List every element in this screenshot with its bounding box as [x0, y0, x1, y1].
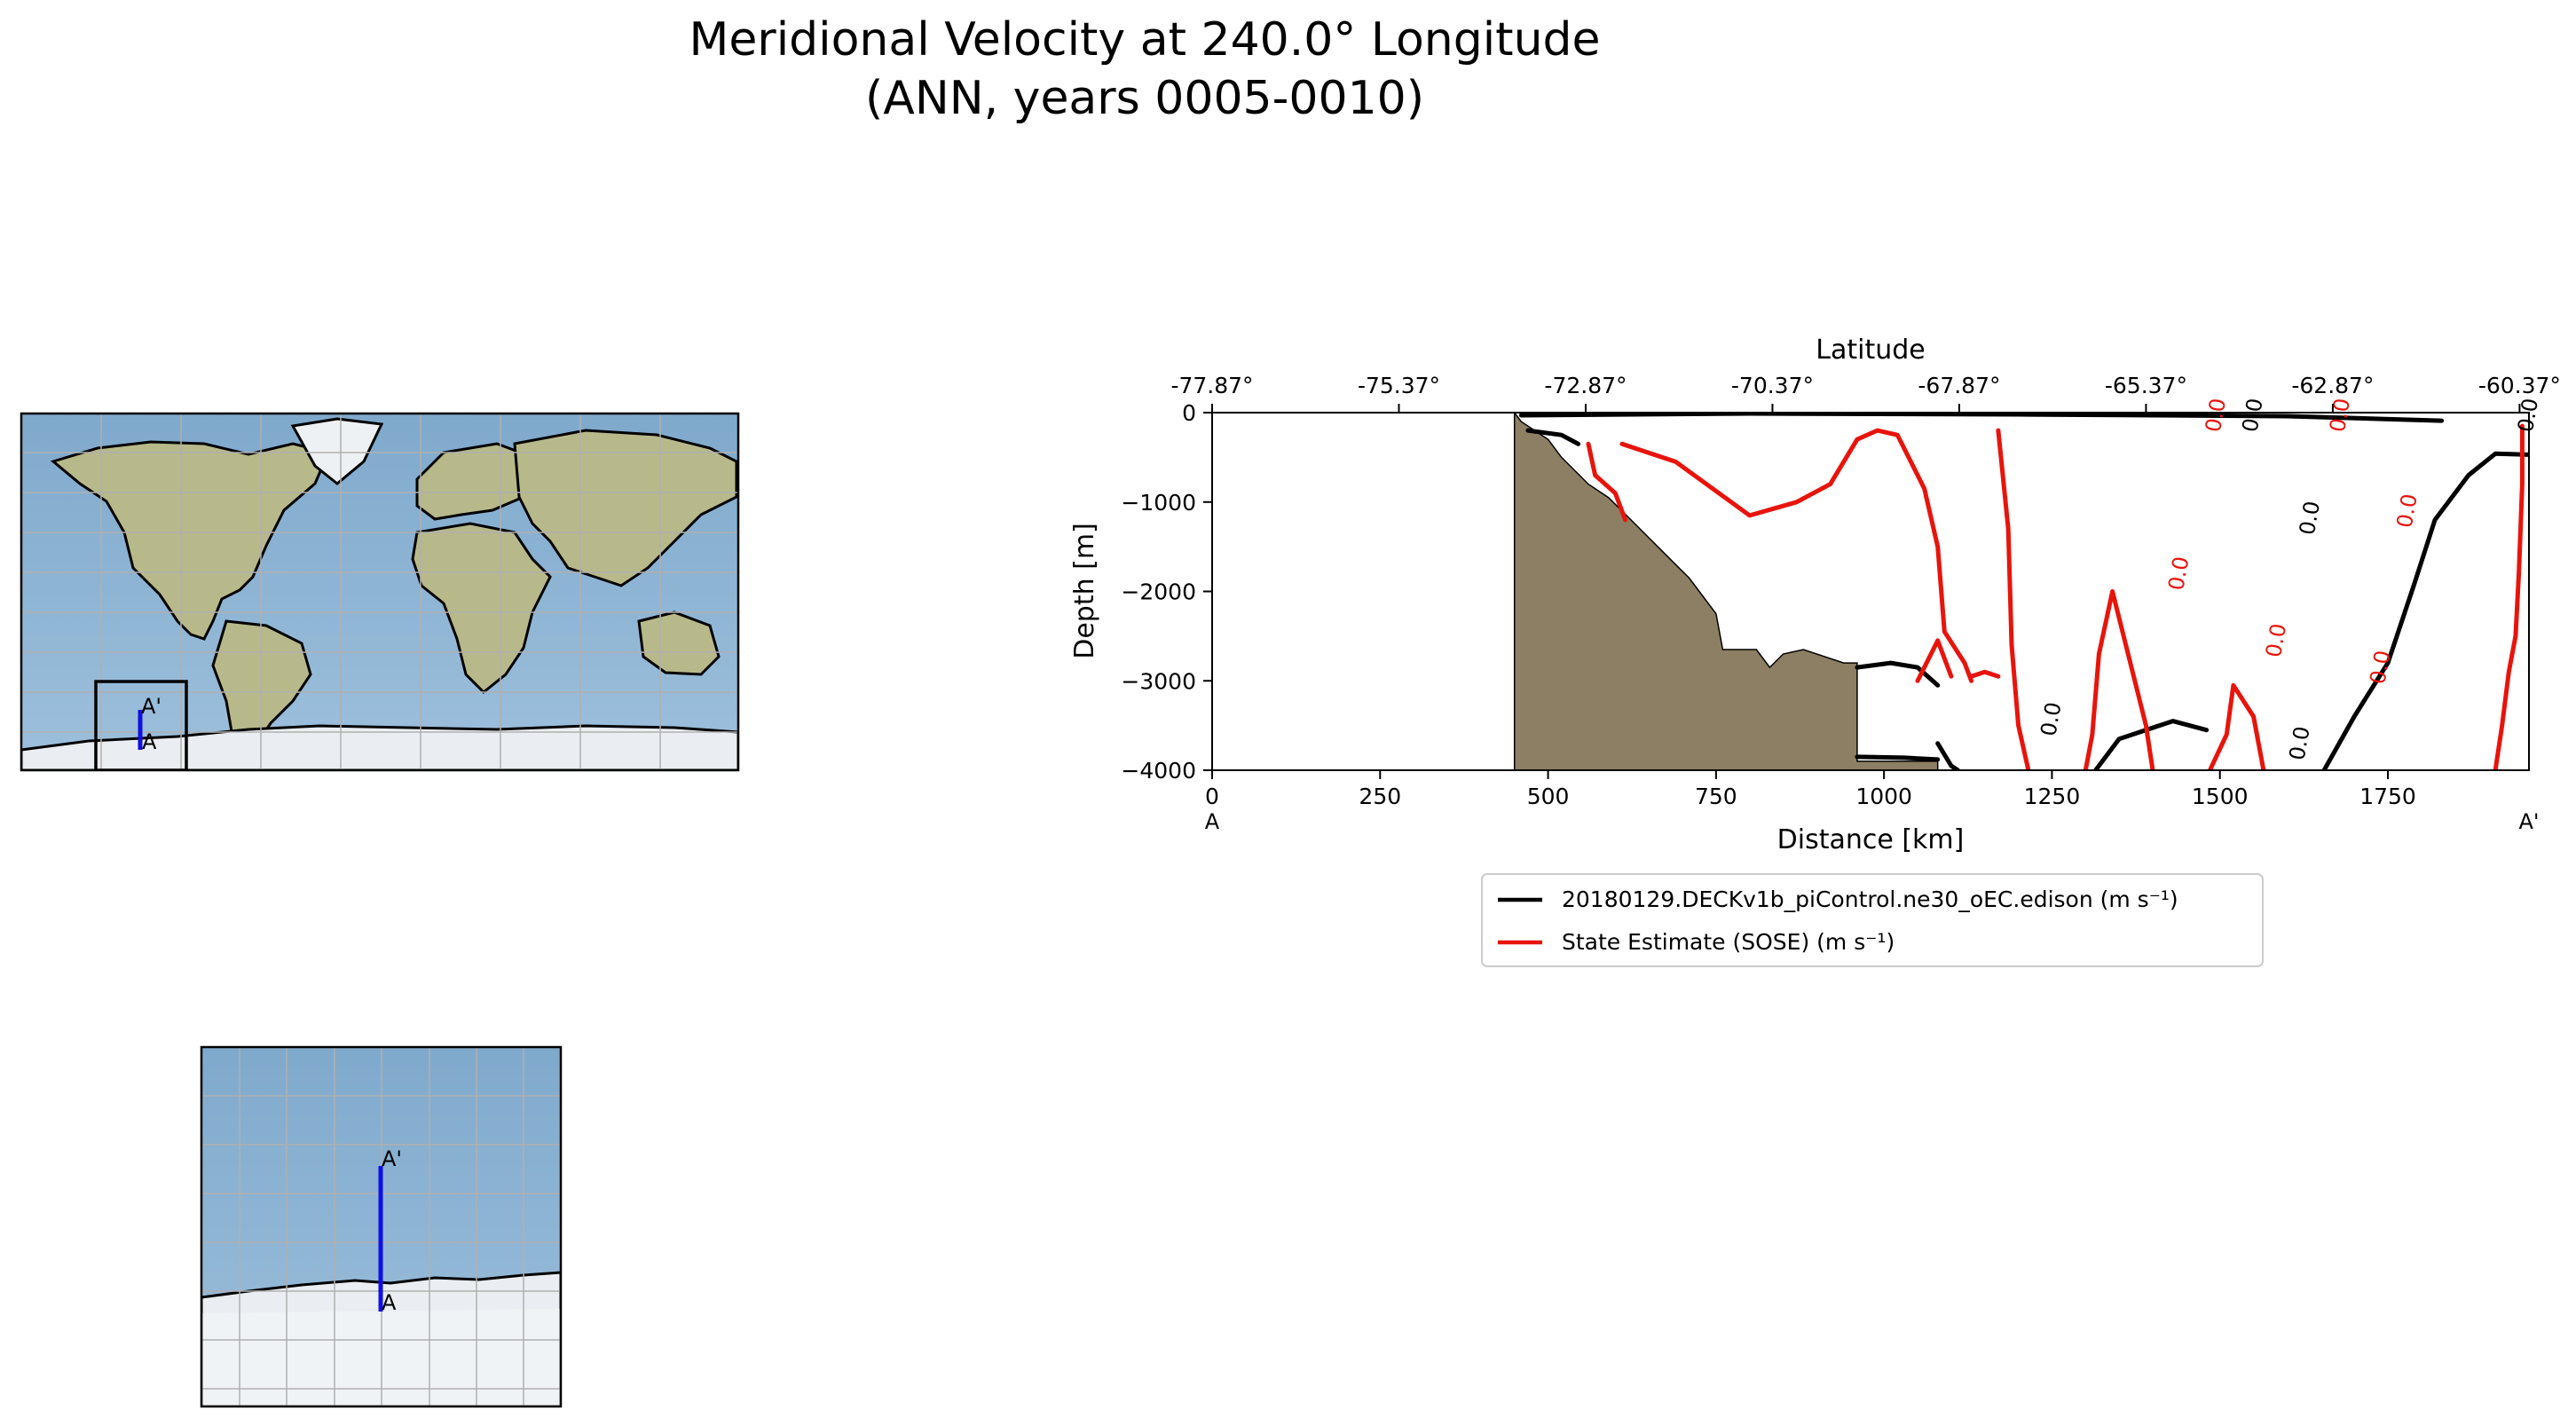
contour-obs-2	[1969, 669, 2001, 679]
section-plot-background	[1212, 413, 2529, 770]
top-tick-label: -72.87°	[1544, 373, 1627, 398]
contour-label-model-2: 0.0	[2295, 499, 2325, 536]
continent-africa	[411, 522, 552, 695]
continent-north-america	[50, 440, 331, 641]
x-axis-ticks: 0 250 500 750 1000 1250 1500 1750	[1205, 770, 2416, 809]
contour-model-0	[1518, 413, 2445, 423]
contour-obs-3	[1915, 638, 1954, 683]
contour-obs-8	[2536, 726, 2549, 770]
contour-obs-5	[2083, 589, 2155, 770]
legend-entry-obs: State Estimate (SOSE) (m s⁻¹)	[1562, 929, 1895, 955]
figure-title-line1: Meridional Velocity at 240.0° Longitude	[689, 13, 1600, 67]
contour-obs-0	[1586, 441, 1628, 523]
continent-australia	[637, 611, 721, 676]
contour-obs-1	[1619, 428, 1974, 683]
y-tick-label: −3000	[1121, 668, 1196, 694]
contour-label-model-4: 0.0	[2284, 724, 2314, 761]
contour-model-1	[1525, 428, 1581, 446]
continent-antarctica	[21, 724, 738, 770]
top-tick-label: -62.87°	[2291, 373, 2374, 398]
x-tick-label: 750	[1695, 784, 1737, 809]
global-map-frame	[20, 412, 740, 772]
endpoint-label-start: A	[1205, 809, 1220, 834]
x-axis-label: Distance [km]	[1777, 824, 1965, 855]
contour-model-4	[1935, 741, 1960, 770]
y-tick-label: −2000	[1121, 579, 1196, 605]
top-tick-label: -70.37°	[1731, 373, 1814, 398]
y-tick-label: 0	[1182, 400, 1196, 426]
legend-box	[1481, 873, 2264, 967]
x-tick-label: 250	[1359, 784, 1401, 809]
top-tick-label: -60.37°	[2478, 373, 2561, 398]
top-tick-label: -77.87°	[1170, 373, 1253, 398]
x-tick-label: 1250	[2024, 784, 2081, 809]
y-tick-label: −4000	[1121, 758, 1196, 784]
global-map-inset-box	[94, 680, 188, 770]
x-tick-label: 500	[1527, 784, 1570, 809]
contour-label-model-3: 0.0	[2036, 700, 2066, 737]
x-tick-label: 1750	[2359, 784, 2416, 809]
contour-label-obs-4: 0.0	[2392, 492, 2422, 529]
contour-lines	[1518, 413, 2549, 770]
contour-obs-4	[1996, 428, 2031, 770]
global-map-continents	[21, 417, 738, 770]
contour-label-obs-0: 0.0	[2201, 397, 2231, 434]
y-axis-ticks: 0 −1000 −2000 −3000 −4000	[1121, 400, 1212, 784]
inset-map-label-end: A'	[382, 1146, 402, 1171]
contour-label-obs-3: 0.0	[2261, 622, 2291, 659]
inset-map: A' A	[201, 1047, 561, 1406]
contour-label-obs-5: 0.0	[2365, 649, 2395, 686]
contour-label-obs-2: 0.0	[2163, 555, 2194, 592]
x-tick-label: 1000	[1855, 784, 1912, 809]
contour-labels: 0.0 0.00.00.00.00.0 0.00.00.00.00.0	[2036, 397, 2543, 762]
global-map: A' A	[21, 414, 738, 770]
continent-europe	[415, 442, 534, 521]
global-map-label-end: A'	[141, 694, 161, 719]
section-plot-clipped	[1513, 413, 2549, 770]
figure-title-line2: (ANN, years 0005-0010)	[865, 72, 1424, 125]
top-tick-label: -65.37°	[2105, 373, 2187, 398]
global-map-label-start: A	[142, 729, 157, 754]
continent-greenland	[290, 417, 384, 485]
contour-model-2	[1855, 660, 1941, 688]
y-axis-label: Depth [m]	[1069, 523, 1100, 659]
contour-obs-6	[2207, 682, 2266, 770]
x-tick-label: 1500	[2192, 784, 2249, 809]
inset-map-frame	[200, 1045, 563, 1408]
section-plot: 0.0 0.00.00.00.00.0 0.00.00.00.00.0 0 250 50…	[1069, 335, 2561, 855]
contour-model-6	[2321, 451, 2529, 770]
bathymetry-land	[1513, 413, 1939, 770]
endpoint-label-end: A'	[2518, 809, 2539, 834]
y-tick-label: −1000	[1121, 490, 1196, 516]
top-axis-ticks: -77.87° -75.37° -72.87° -70.37° -67.87° -65.3…	[1170, 373, 2561, 413]
contour-label-obs-1: 0.0	[2325, 397, 2355, 434]
legend: 20180129.DECKv1b_piControl.ne30_oEC.edis…	[1481, 873, 2264, 967]
top-tick-label: -75.37°	[1358, 373, 1440, 398]
x-tick-label: 0	[1205, 784, 1219, 809]
inset-map-label-start: A	[382, 1290, 397, 1315]
contour-obs-7	[2493, 423, 2525, 770]
legend-entry-model: 20180129.DECKv1b_piControl.ne30_oEC.edis…	[1562, 886, 2178, 912]
contour-label-model-0: 0.0	[2237, 397, 2267, 434]
top-axis-label: Latitude	[1816, 335, 1925, 366]
top-tick-label: -67.87°	[1918, 373, 2000, 398]
contour-model-3	[1855, 754, 1941, 762]
